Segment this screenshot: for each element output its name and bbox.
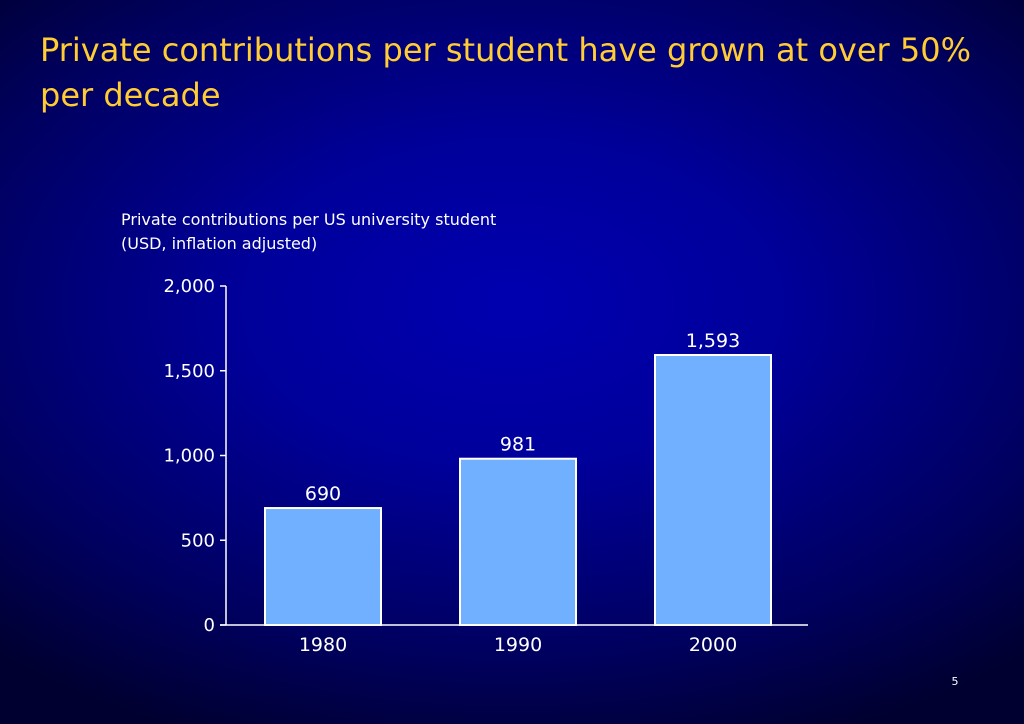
y-tick-label: 0 — [204, 615, 215, 636]
slide-title: Private contributions per student have g… — [40, 31, 971, 114]
page-number: 5 — [951, 675, 959, 688]
bar-value-label: 690 — [305, 483, 341, 505]
bar-value-label: 1,593 — [686, 330, 740, 352]
y-tick-label: 500 — [181, 530, 215, 551]
x-tick-label: 1990 — [494, 634, 542, 656]
bar-value-label: 981 — [500, 434, 536, 456]
bar-1990 — [459, 457, 577, 626]
bar-2000 — [654, 353, 772, 626]
y-tick-label: 2,000 — [163, 276, 215, 297]
chart-title: Private contributions per US university … — [121, 210, 497, 253]
y-tick-label: 1,000 — [163, 446, 215, 467]
x-tick-label: 2000 — [689, 634, 737, 656]
y-tick-label: 1,500 — [163, 361, 215, 382]
x-tick-label: 1980 — [299, 634, 347, 656]
bar-1980 — [264, 507, 382, 627]
